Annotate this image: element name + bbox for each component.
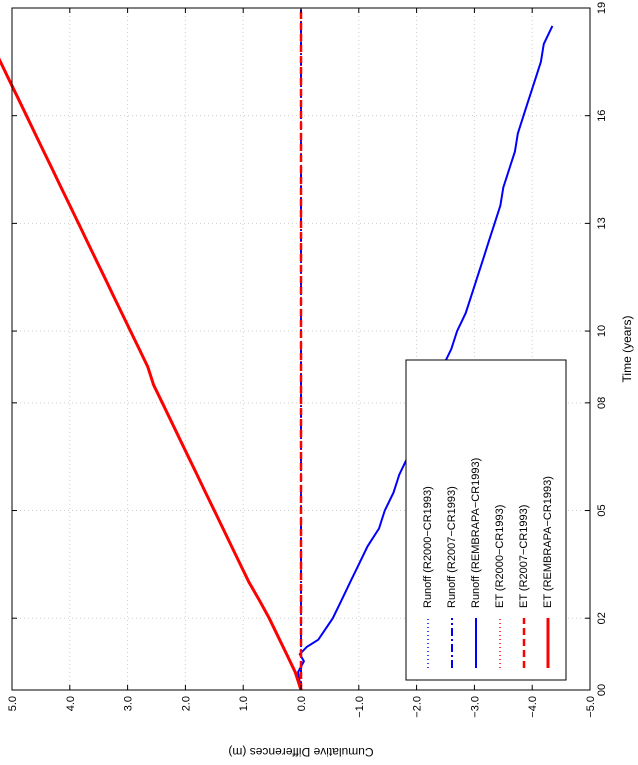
tick-label-value: −5.0 — [585, 696, 597, 718]
legend-box — [405, 359, 567, 681]
tick-label-time: 00 — [596, 684, 608, 696]
y-axis-label: Cumulative Differences (m) — [228, 745, 373, 759]
legend-label-4: ET (R2007−CR1993) — [518, 505, 530, 608]
legend-label-5: ET (REMBRAPA−CR1993) — [542, 476, 554, 608]
series-line-5 — [0, 57, 303, 691]
tick-label-time: 16 — [596, 110, 608, 122]
legend-label-0: Runoff (R2000−CR1993) — [422, 486, 434, 608]
tick-label-value: 1.0 — [238, 696, 250, 711]
tick-label-time: 02 — [596, 612, 608, 624]
legend: Runoff (R2000−CR1993) Runoff (R2007−CR199… — [405, 359, 567, 681]
x-axis-label: Time (years) — [620, 316, 634, 383]
legend-label-2: Runoff (REMBRAPA−CR1993) — [470, 458, 482, 608]
tick-label-time: 13 — [596, 217, 608, 229]
tick-label-time: 08 — [596, 397, 608, 409]
tick-label-value: −3.0 — [469, 696, 481, 718]
tick-label-value: 3.0 — [123, 696, 135, 711]
tick-label-time: 19 — [596, 2, 608, 14]
ticks: 5.0 4.0 3.0 2.0 1.0 0.0 −1.0 −2.0 −3.0 −4.0 −5.000… — [7, 2, 608, 718]
tick-label-value: −2.0 — [412, 696, 424, 718]
tick-label-value: 5.0 — [7, 696, 19, 711]
tick-label-value: 0.0 — [296, 696, 308, 711]
tick-label-value: −4.0 — [527, 696, 539, 718]
tick-label-value: 4.0 — [65, 696, 77, 711]
tick-label-value: −1.0 — [354, 696, 366, 718]
tick-label-value: 2.0 — [180, 696, 192, 711]
tick-label-time: 10 — [596, 325, 608, 337]
legend-label-3: ET (R2000−CR1993) — [494, 505, 506, 608]
legend-label-1: Runoff (R2007−CR1993) — [446, 486, 458, 608]
tick-label-time: 05 — [596, 504, 608, 516]
